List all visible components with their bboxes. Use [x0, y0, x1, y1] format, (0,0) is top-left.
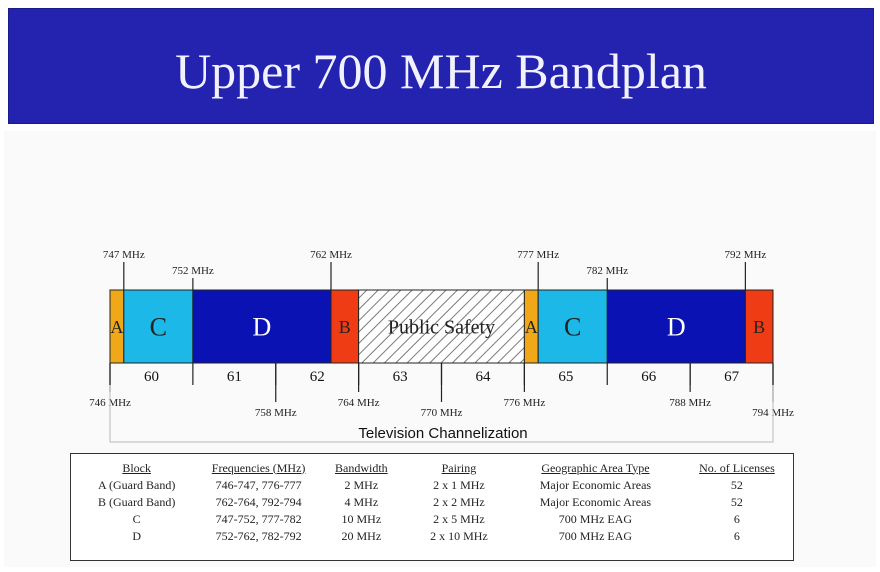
band-block-d-7: [606, 289, 746, 364]
header-area-type: Geographic Area Type: [541, 460, 650, 475]
top-marker-label: 792 MHz: [724, 249, 766, 261]
title-banner: Upper 700 MHz Bandplan: [8, 8, 874, 124]
cell-bandwidth: 20 MHz: [341, 529, 382, 543]
cell-licenses: 52: [730, 478, 743, 492]
cell-licenses: 6: [733, 529, 740, 543]
channel-number: 63: [393, 369, 408, 385]
channelization-bracket: [109, 385, 774, 443]
cell-area-type: 700 MHz EAG: [558, 512, 633, 526]
cell-block: A (Guard Band): [98, 478, 176, 492]
page-title: Upper 700 MHz Bandplan: [175, 43, 707, 99]
header-bandwidth: Bandwidth: [335, 460, 388, 475]
cell-bandwidth: 10 MHz: [341, 512, 382, 526]
cell-licenses: 6: [733, 512, 740, 526]
band-block-label: D: [253, 313, 272, 342]
band-block-label: B: [339, 317, 351, 337]
top-marker-label: 752 MHz: [172, 265, 214, 277]
header-frequencies: Frequencies (MHz): [211, 460, 306, 475]
band-block-label: C: [564, 313, 581, 342]
bottom-marker-label: 758 MHz: [255, 407, 297, 419]
band-block-label: C: [150, 313, 167, 342]
license-table-box: Block Frequencies (MHz) Bandwidth Pairin…: [70, 453, 794, 561]
band-block-label: A: [525, 317, 538, 337]
table-row: A (Guard Band) 746-747, 776-777 2 MHz 2 …: [71, 477, 793, 494]
band-block-label: B: [753, 317, 765, 337]
top-marker-label: 777 MHz: [517, 249, 559, 261]
channel-number: 62: [310, 369, 325, 385]
band-block-label: Public Safety: [388, 317, 495, 339]
band-block-label: D: [667, 313, 686, 342]
cell-block: D: [132, 529, 141, 543]
cell-pairing: 2 x 5 MHz: [433, 512, 485, 526]
cell-frequencies: 752-762, 782-792: [215, 529, 302, 543]
bottom-marker-label: 764 MHz: [338, 397, 380, 409]
table-row: C 747-752, 777-782 10 MHz 2 x 5 MHz 700 …: [71, 511, 793, 528]
top-marker-label: 782 MHz: [586, 265, 628, 277]
cell-frequencies: 746-747, 776-777: [215, 478, 302, 492]
header-licenses: No. of Licenses: [699, 460, 775, 475]
channel-number: 64: [475, 369, 491, 385]
bottom-marker-label: 776 MHz: [503, 397, 545, 409]
band-block-b-8: [744, 289, 774, 364]
cell-bandwidth: 2 MHz: [344, 478, 379, 492]
top-marker-label: 747 MHz: [103, 249, 145, 261]
cell-pairing: 2 x 10 MHz: [430, 529, 488, 543]
cell-block: B (Guard Band): [98, 495, 176, 509]
cell-pairing: 2 x 2 MHz: [433, 495, 485, 509]
cell-area-type: Major Economic Areas: [539, 478, 652, 492]
table-row: D 752-762, 782-792 20 MHz 2 x 10 MHz 700…: [71, 528, 793, 545]
bottom-marker-label: 788 MHz: [669, 397, 711, 409]
cell-licenses: 52: [730, 495, 743, 509]
table-header-row: Block Frequencies (MHz) Bandwidth Pairin…: [71, 460, 793, 477]
header-pairing: Pairing: [441, 460, 477, 475]
cell-pairing: 2 x 1 MHz: [433, 478, 485, 492]
channel-number: 61: [227, 369, 242, 385]
cell-block: C: [132, 512, 141, 526]
cell-frequencies: 747-752, 777-782: [215, 512, 302, 526]
band-block-label: A: [110, 317, 123, 337]
bottom-marker-label: 770 MHz: [421, 407, 463, 419]
top-marker-label: 762 MHz: [310, 249, 352, 261]
channel-number: 66: [641, 369, 657, 385]
table-row: B (Guard Band) 762-764, 792-794 4 MHz 2 …: [71, 494, 793, 511]
cell-bandwidth: 4 MHz: [344, 495, 379, 509]
band-block-c-1: [123, 289, 194, 364]
cell-frequencies: 762-764, 792-794: [215, 495, 302, 509]
band-block-c-6: [537, 289, 608, 364]
header-block: Block: [122, 460, 151, 475]
channelization-label: Television Channelization: [358, 425, 527, 442]
cell-area-type: Major Economic Areas: [539, 495, 652, 509]
channel-number: 65: [558, 369, 573, 385]
channel-number: 60: [144, 369, 159, 385]
channel-number: 67: [724, 369, 740, 385]
cell-area-type: 700 MHz EAG: [558, 529, 633, 543]
license-table: Block Frequencies (MHz) Bandwidth Pairin…: [71, 460, 793, 545]
